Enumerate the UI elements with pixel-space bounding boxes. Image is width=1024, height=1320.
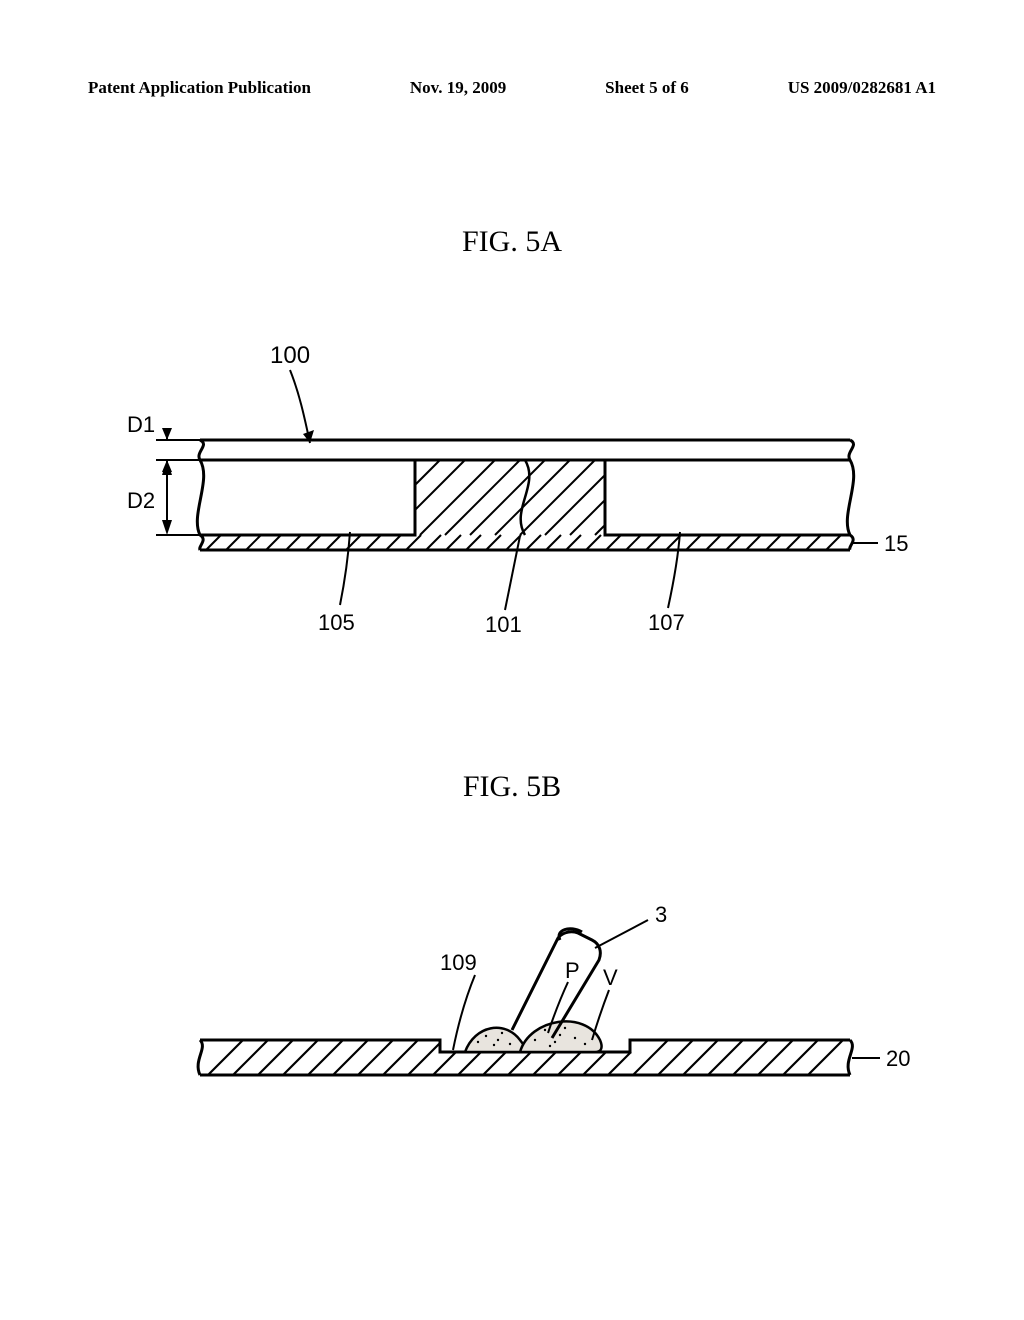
fig5b-diagram: 3 109 P V 20 [0, 0, 1024, 1320]
label-3: 3 [655, 902, 667, 927]
label-109: 109 [440, 950, 477, 975]
label-p: P [565, 958, 580, 983]
label-v: V [603, 965, 618, 990]
label-20: 20 [886, 1046, 910, 1071]
